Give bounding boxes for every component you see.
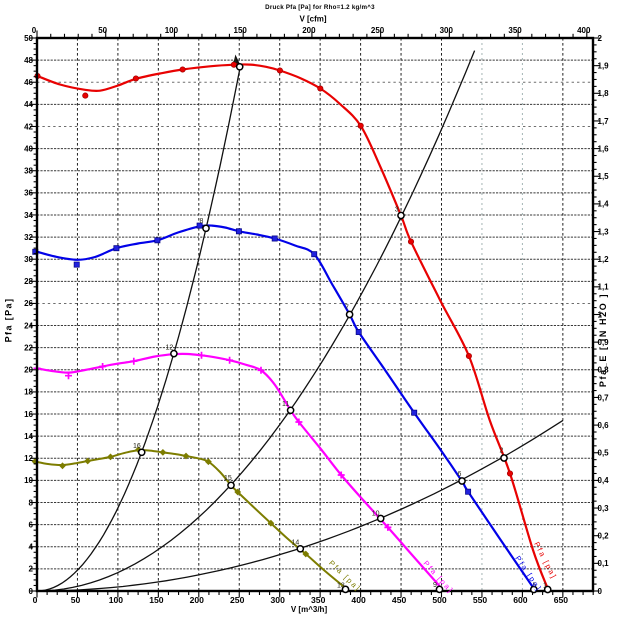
svg-text:4: 4 (29, 543, 34, 552)
svg-text:150: 150 (234, 26, 248, 35)
svg-text:1,8: 1,8 (598, 89, 610, 98)
svg-text:200: 200 (302, 26, 316, 35)
svg-text:500: 500 (432, 595, 447, 605)
svg-text:8: 8 (29, 498, 34, 507)
svg-text:46: 46 (24, 78, 33, 87)
svg-text:0: 0 (29, 587, 34, 596)
svg-text:3: 3 (395, 207, 399, 214)
svg-text:38: 38 (24, 167, 33, 176)
svg-text:24: 24 (24, 321, 33, 330)
svg-text:V [m^3/h]: V [m^3/h] (291, 605, 328, 614)
svg-text:250: 250 (371, 26, 385, 35)
svg-text:14: 14 (292, 540, 300, 547)
svg-text:32: 32 (24, 233, 33, 242)
svg-text:Pfa_E [ IN H2O ]: Pfa_E [ IN H2O ] (598, 293, 608, 387)
svg-text:1,1: 1,1 (598, 283, 610, 292)
svg-text:44: 44 (24, 100, 33, 109)
svg-text:0: 0 (32, 26, 37, 35)
svg-text:12: 12 (24, 454, 33, 463)
svg-text:48: 48 (24, 56, 33, 65)
svg-text:400: 400 (577, 26, 591, 35)
svg-text:6: 6 (458, 471, 462, 478)
svg-text:0,4: 0,4 (598, 476, 610, 485)
svg-text:400: 400 (351, 595, 366, 605)
svg-text:8: 8 (200, 218, 204, 225)
svg-text:0: 0 (33, 595, 38, 605)
svg-text:1,6: 1,6 (598, 144, 610, 153)
svg-text:150: 150 (149, 595, 164, 605)
svg-text:0,6: 0,6 (598, 421, 610, 430)
svg-text:Druck Pfa [Pa] for Rho=1.2 kg/: Druck Pfa [Pa] for Rho=1.2 kg/m^3 (265, 4, 375, 11)
svg-text:1,7: 1,7 (598, 117, 610, 126)
svg-text:1,2: 1,2 (598, 255, 610, 264)
svg-text:28: 28 (24, 277, 33, 286)
svg-text:7: 7 (345, 305, 349, 312)
svg-text:6: 6 (29, 520, 34, 529)
svg-text:0,7: 0,7 (598, 393, 610, 402)
svg-text:20: 20 (24, 366, 33, 375)
svg-text:0,3: 0,3 (598, 504, 610, 513)
svg-text:Pfa [Pa]: Pfa [Pa] (4, 298, 14, 343)
svg-text:250: 250 (230, 595, 245, 605)
svg-text:15: 15 (224, 475, 232, 482)
svg-text:0: 0 (598, 587, 603, 596)
svg-text:36: 36 (24, 189, 33, 198)
svg-text:4: 4 (233, 58, 237, 65)
svg-text:10: 10 (372, 511, 380, 518)
svg-text:1,4: 1,4 (598, 200, 610, 209)
svg-text:2: 2 (29, 565, 34, 574)
svg-text:600: 600 (513, 595, 528, 605)
svg-text:0,8: 0,8 (598, 366, 610, 375)
svg-text:1,9: 1,9 (598, 61, 610, 70)
svg-text:V [cfm]: V [cfm] (299, 15, 326, 24)
svg-text:550: 550 (473, 595, 488, 605)
svg-text:100: 100 (165, 26, 179, 35)
svg-text:16: 16 (24, 410, 33, 419)
svg-text:12: 12 (166, 345, 174, 352)
svg-text:14: 14 (24, 432, 33, 441)
svg-text:26: 26 (24, 299, 33, 308)
svg-text:2: 2 (598, 34, 603, 43)
svg-text:50: 50 (71, 595, 81, 605)
svg-text:450: 450 (392, 595, 407, 605)
svg-text:11: 11 (282, 401, 289, 408)
svg-text:42: 42 (24, 122, 33, 131)
svg-text:34: 34 (24, 211, 33, 220)
svg-text:300: 300 (271, 595, 286, 605)
svg-text:100: 100 (109, 595, 124, 605)
svg-text:200: 200 (190, 595, 205, 605)
svg-text:18: 18 (24, 388, 33, 397)
svg-text:0,2: 0,2 (598, 532, 610, 541)
svg-text:350: 350 (508, 26, 522, 35)
svg-text:16: 16 (133, 443, 141, 450)
svg-text:1,5: 1,5 (598, 172, 610, 181)
svg-text:22: 22 (24, 344, 33, 353)
svg-text:13: 13 (337, 583, 345, 590)
svg-text:10: 10 (24, 476, 33, 485)
svg-text:50: 50 (98, 26, 107, 35)
svg-text:9: 9 (433, 582, 437, 589)
svg-text:2: 2 (500, 448, 504, 455)
svg-text:50: 50 (24, 34, 33, 43)
svg-text:1: 1 (543, 583, 547, 590)
svg-text:30: 30 (24, 255, 33, 264)
svg-text:0,5: 0,5 (598, 449, 610, 458)
svg-text:1: 1 (598, 310, 603, 319)
svg-text:0,1: 0,1 (598, 559, 610, 568)
svg-text:40: 40 (24, 144, 33, 153)
svg-text:300: 300 (440, 26, 454, 35)
svg-text:650: 650 (554, 595, 569, 605)
svg-text:1,3: 1,3 (598, 227, 610, 236)
svg-text:5: 5 (533, 583, 537, 590)
svg-text:350: 350 (311, 595, 326, 605)
svg-text:0,9: 0,9 (598, 338, 610, 347)
